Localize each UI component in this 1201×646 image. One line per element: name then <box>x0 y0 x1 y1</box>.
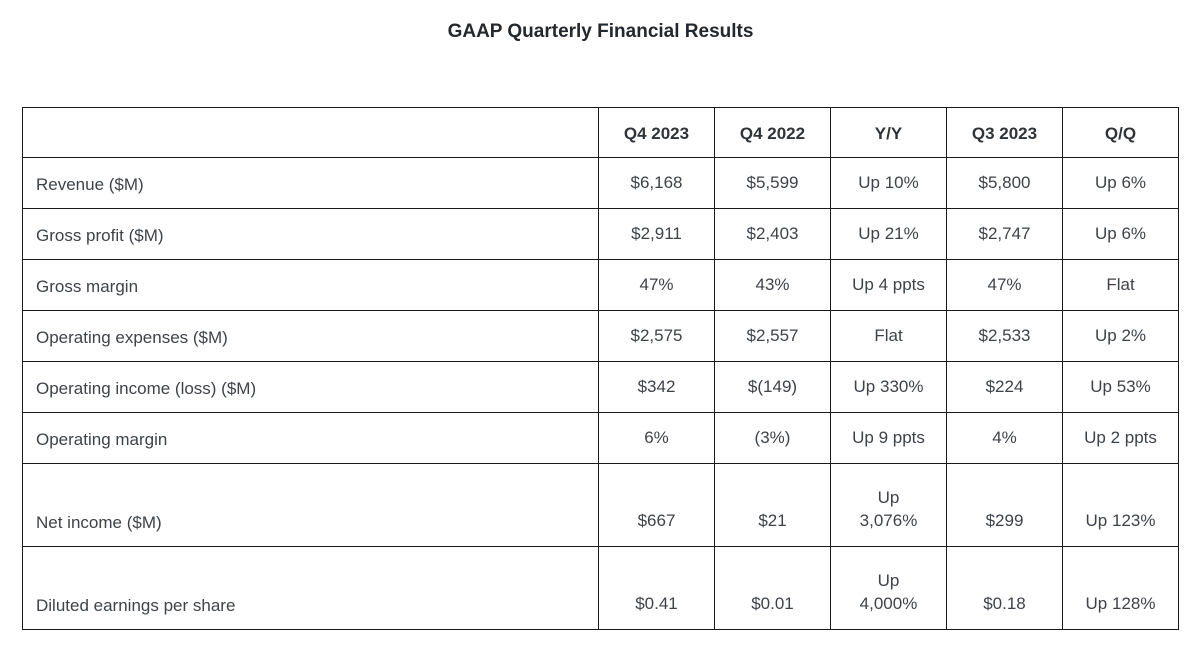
column-header-4: Q3 2023 <box>946 107 1063 158</box>
table-cell: $2,403 <box>714 208 831 260</box>
row-label: Operating margin <box>22 412 599 464</box>
column-header-5: Q/Q <box>1062 107 1179 158</box>
row-label: Operating income (loss) ($M) <box>22 361 599 413</box>
table-cell: (3%) <box>714 412 831 464</box>
table-cell: Up 2% <box>1062 310 1179 362</box>
table-row: Operating expenses ($M) $2,575 $2,557 Flat $… <box>22 310 1179 362</box>
table-cell: $5,599 <box>714 157 831 209</box>
table-cell: $21 <box>714 463 831 547</box>
table-cell: $2,575 <box>598 310 715 362</box>
table-cell: $667 <box>598 463 715 547</box>
table-cell: $2,747 <box>946 208 1063 260</box>
table-cell: Up 4 ppts <box>830 259 947 311</box>
table-cell: Up 330% <box>830 361 947 413</box>
table-cell: Up 21% <box>830 208 947 260</box>
table-row: Net income ($M) $667 $21 Up 3,076% $299 Up 12… <box>22 463 1179 547</box>
table-cell: Up 123% <box>1062 463 1179 547</box>
column-header-1: Q4 2023 <box>598 107 715 158</box>
table-cell: Up 2 ppts <box>1062 412 1179 464</box>
column-header-3: Y/Y <box>830 107 947 158</box>
table-cell: Up 10% <box>830 157 947 209</box>
table-row: Operating margin 6% (3%) Up 9 ppts 4% Up 2 pp… <box>22 412 1179 464</box>
table-cell: $342 <box>598 361 715 413</box>
table-cell: $0.41 <box>598 546 715 630</box>
financial-results-table: Q4 2023 Q4 2022 Y/Y Q3 2023 Q/Q Revenue ($M)… <box>22 107 1179 630</box>
table-row: Gross profit ($M) $2,911 $2,403 Up 21% $2,74… <box>22 208 1179 260</box>
table-cell: 6% <box>598 412 715 464</box>
table-cell: $(149) <box>714 361 831 413</box>
table-cell: 47% <box>946 259 1063 311</box>
column-header-2: Q4 2022 <box>714 107 831 158</box>
table-row: Diluted earnings per share $0.41 $0.01 Up 4… <box>22 546 1179 630</box>
table-cell: 43% <box>714 259 831 311</box>
table-cell: $0.01 <box>714 546 831 630</box>
table-cell: Up 128% <box>1062 546 1179 630</box>
page-title: GAAP Quarterly Financial Results <box>447 21 754 42</box>
table-cell: $2,533 <box>946 310 1063 362</box>
table-cell: Up 9 ppts <box>830 412 947 464</box>
table-cell: $6,168 <box>598 157 715 209</box>
table-cell: Up 6% <box>1062 208 1179 260</box>
table-row: Operating income (loss) ($M) $342 $(149) Up… <box>22 361 1179 413</box>
column-header-blank <box>22 107 599 158</box>
table-cell: $2,911 <box>598 208 715 260</box>
table-cell: 4% <box>946 412 1063 464</box>
table-body: Revenue ($M) $6,168 $5,599 Up 10% $5,800 Up 6… <box>22 157 1179 630</box>
table-row: Gross margin 47% 43% Up 4 ppts 47% Flat <box>22 259 1179 311</box>
table-cell: Up 6% <box>1062 157 1179 209</box>
row-label: Revenue ($M) <box>22 157 599 209</box>
row-label: Diluted earnings per share <box>22 546 599 630</box>
table-cell: $0.18 <box>946 546 1063 630</box>
table-cell: $224 <box>946 361 1063 413</box>
table-cell: Flat <box>1062 259 1179 311</box>
table-header-row: Q4 2023 Q4 2022 Y/Y Q3 2023 Q/Q <box>22 107 1179 158</box>
table-cell: Up 4,000% <box>830 546 947 630</box>
table-row: Revenue ($M) $6,168 $5,599 Up 10% $5,800 Up 6… <box>22 157 1179 209</box>
table-cell: Flat <box>830 310 947 362</box>
table-cell: $2,557 <box>714 310 831 362</box>
table-cell: Up 3,076% <box>830 463 947 547</box>
table-cell: Up 53% <box>1062 361 1179 413</box>
table-cell: $299 <box>946 463 1063 547</box>
table-cell: $5,800 <box>946 157 1063 209</box>
table-cell: 47% <box>598 259 715 311</box>
row-label: Operating expenses ($M) <box>22 310 599 362</box>
row-label: Net income ($M) <box>22 463 599 547</box>
row-label: Gross profit ($M) <box>22 208 599 260</box>
row-label: Gross margin <box>22 259 599 311</box>
